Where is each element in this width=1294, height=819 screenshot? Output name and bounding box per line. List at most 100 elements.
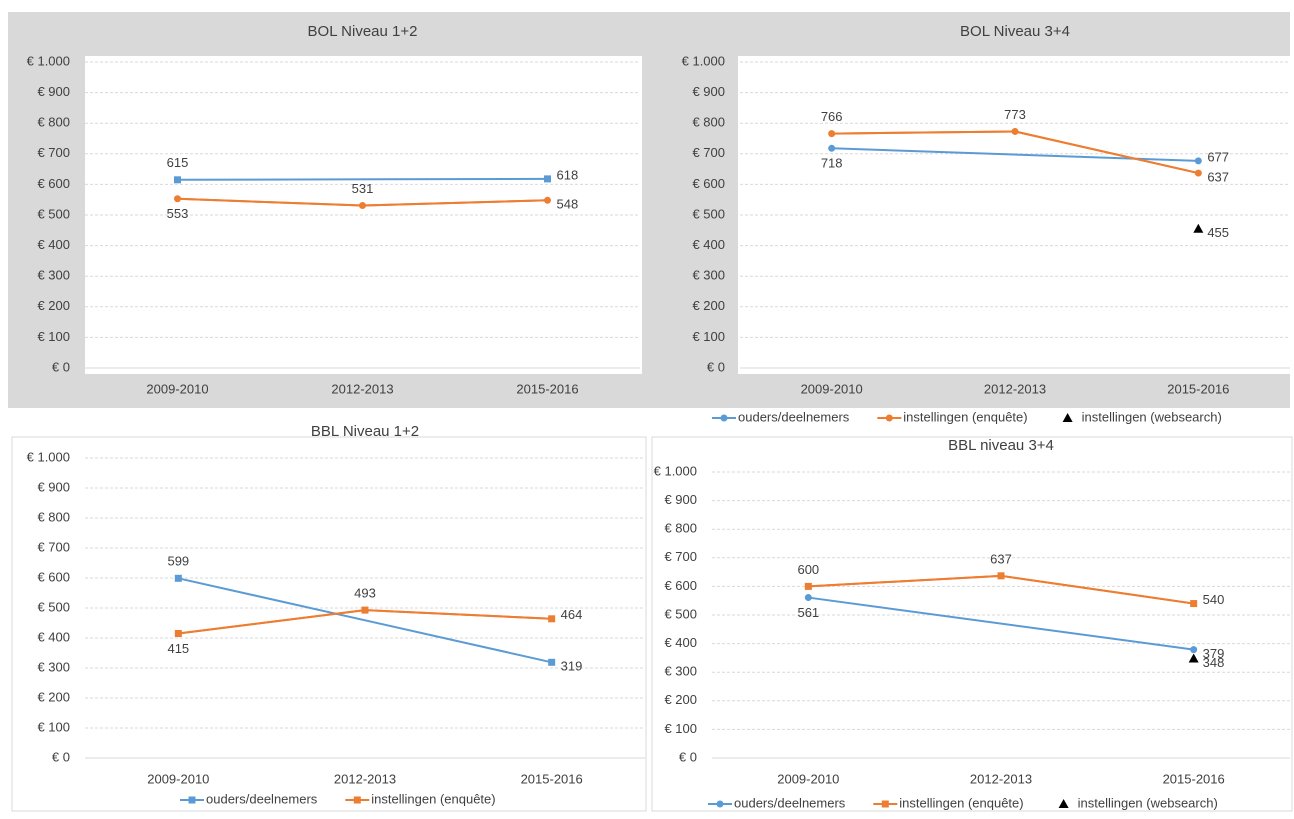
y-tick-label: € 300 xyxy=(692,268,725,283)
x-tick-label: 2009-2010 xyxy=(801,381,863,396)
y-tick-label: € 200 xyxy=(37,689,70,704)
data-label: 637 xyxy=(1207,170,1229,185)
marker xyxy=(1188,653,1199,663)
marker xyxy=(174,630,182,637)
x-tick-label: 2012-2013 xyxy=(331,381,393,396)
y-tick-label: € 100 xyxy=(664,721,697,736)
y-tick-label: € 0 xyxy=(707,359,725,374)
marker xyxy=(359,202,366,210)
legend-label: instellingen (websearch) xyxy=(1082,409,1222,424)
y-tick-label: € 0 xyxy=(52,359,70,374)
legend-label: instellingen (enquête) xyxy=(371,791,495,806)
marker xyxy=(804,582,812,590)
data-label: 548 xyxy=(557,197,579,212)
marker xyxy=(828,130,836,138)
y-tick-label: € 500 xyxy=(37,206,70,221)
y-tick-label: € 1.000 xyxy=(682,53,725,68)
legend-label: instellingen (websearch) xyxy=(1078,795,1218,810)
y-tick-label: € 700 xyxy=(37,145,70,160)
chart-title: BOL Niveau 3+4 xyxy=(960,23,1070,40)
chart-title: BBL Niveau 1+2 xyxy=(311,423,419,440)
marker xyxy=(804,594,812,602)
gap-connector xyxy=(831,130,1016,135)
marker xyxy=(1190,600,1198,608)
y-tick-label: € 900 xyxy=(37,479,70,494)
marker xyxy=(548,615,556,623)
data-label: 455 xyxy=(1207,225,1229,240)
data-label: 718 xyxy=(821,156,843,171)
data-label: 348 xyxy=(1203,655,1225,670)
series-line xyxy=(808,574,1194,605)
y-tick-label: € 200 xyxy=(692,298,725,313)
marker xyxy=(1062,413,1073,422)
x-tick-label: 2012-2013 xyxy=(984,381,1046,396)
marker xyxy=(720,414,728,422)
gap-connector xyxy=(178,577,552,664)
y-tick-label: € 300 xyxy=(37,268,70,283)
data-label: 493 xyxy=(354,586,376,601)
y-tick-label: € 800 xyxy=(37,509,70,524)
y-tick-label: € 900 xyxy=(664,492,697,507)
y-tick-label: € 400 xyxy=(37,237,70,252)
marker xyxy=(1193,223,1204,233)
gap-connector xyxy=(177,197,363,207)
legend-label: instellingen (enquête) xyxy=(903,409,1027,424)
panel-frame xyxy=(11,436,647,812)
data-label: 599 xyxy=(167,554,189,569)
y-tick-label: € 800 xyxy=(664,521,697,536)
data-label: 319 xyxy=(561,659,583,674)
y-tick-label: € 600 xyxy=(692,176,725,191)
gap-connector xyxy=(808,596,1194,651)
y-tick-label: € 800 xyxy=(692,115,725,130)
marker xyxy=(1194,169,1202,177)
x-tick-label: 2015-2016 xyxy=(1163,771,1225,786)
y-tick-label: € 800 xyxy=(37,115,70,130)
y-tick-label: € 500 xyxy=(664,606,697,621)
series-line xyxy=(178,609,552,635)
data-label: 531 xyxy=(352,181,374,196)
y-tick-label: € 1.000 xyxy=(27,53,70,68)
y-tick-label: € 100 xyxy=(37,329,70,344)
gap-connector xyxy=(1000,574,1194,605)
marker xyxy=(828,144,836,152)
marker xyxy=(881,800,889,808)
y-tick-label: € 0 xyxy=(679,749,697,764)
marker xyxy=(997,572,1005,580)
y-tick-label: € 400 xyxy=(692,237,725,252)
y-tick-label: € 1.000 xyxy=(27,449,70,464)
data-label: 637 xyxy=(990,551,1012,566)
x-tick-label: 2015-2016 xyxy=(516,381,578,396)
y-tick-label: € 500 xyxy=(37,599,70,614)
marker xyxy=(544,196,551,204)
data-label: 540 xyxy=(1203,592,1225,607)
y-tick-label: € 500 xyxy=(692,206,725,221)
y-tick-label: € 100 xyxy=(692,329,725,344)
legend-label: ouders/deelnemers xyxy=(738,409,850,424)
marker xyxy=(174,195,181,203)
marker xyxy=(1058,799,1069,808)
gap-connector xyxy=(364,609,552,620)
y-tick-label: € 600 xyxy=(37,569,70,584)
y-tick-label: € 100 xyxy=(37,719,70,734)
chart-title: BBL niveau 3+4 xyxy=(948,437,1054,454)
data-label: 600 xyxy=(797,562,819,577)
data-label: 618 xyxy=(557,167,579,182)
data-label: 561 xyxy=(797,605,819,620)
gap-connector xyxy=(177,177,548,181)
marker xyxy=(353,796,361,804)
marker xyxy=(361,606,369,614)
x-tick-label: 2015-2016 xyxy=(1167,381,1229,396)
y-tick-label: € 200 xyxy=(664,692,697,707)
data-label: 464 xyxy=(561,607,583,622)
y-tick-label: € 600 xyxy=(37,176,70,191)
marker xyxy=(174,574,182,582)
gap-connector xyxy=(178,609,366,635)
marker xyxy=(174,176,181,184)
y-tick-label: € 300 xyxy=(664,664,697,679)
x-tick-label: 2015-2016 xyxy=(521,771,583,786)
x-tick-label: 2012-2013 xyxy=(334,771,396,786)
gap-connector xyxy=(362,199,548,207)
data-label: 379 xyxy=(1203,646,1225,661)
y-tick-label: € 700 xyxy=(664,549,697,564)
